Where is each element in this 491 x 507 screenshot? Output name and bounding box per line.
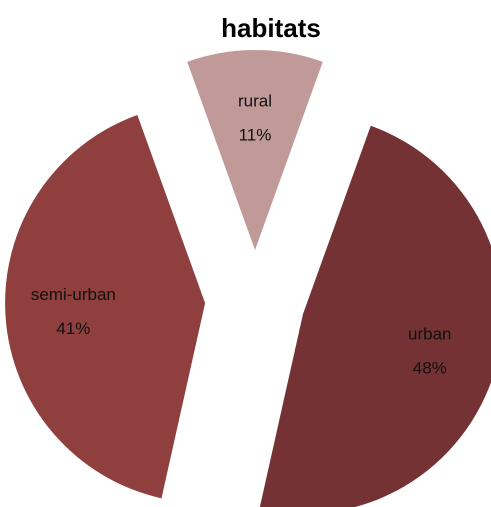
slice-value-label: 41% xyxy=(56,319,90,338)
slice-value-label: 48% xyxy=(413,358,447,377)
pie-slice xyxy=(5,114,206,499)
slice-label: urban xyxy=(408,324,451,343)
slice-label: semi-urban xyxy=(31,285,116,304)
slice-label: rural xyxy=(238,91,272,110)
slice-value-label: 11% xyxy=(239,125,272,144)
pie-slice xyxy=(187,50,323,250)
pie-slice xyxy=(259,125,491,507)
chart-title: habitats xyxy=(221,13,321,43)
